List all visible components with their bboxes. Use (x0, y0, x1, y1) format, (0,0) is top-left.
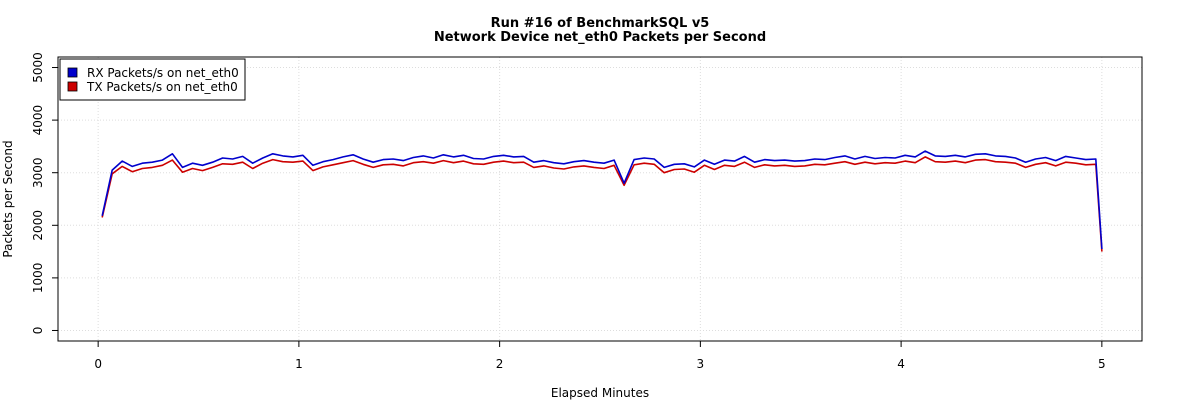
series-line-rx (101, 150, 1103, 250)
legend-swatch-tx (67, 81, 78, 92)
plot-frame (57, 56, 1143, 342)
y-axis: 0 1000 2000 3000 4000 5000 (31, 52, 58, 334)
y-tick-label: 5000 (31, 52, 45, 83)
legend-box (59, 58, 246, 101)
legend-swatch-rx (67, 67, 78, 78)
y-tick-label: 4000 (31, 105, 45, 136)
chart-title: Run #16 of BenchmarkSQL v5 (491, 16, 710, 31)
legend-label-rx: RX Packets/s on net_eth0 (87, 66, 239, 80)
legend-label-tx: TX Packets/s on net_eth0 (86, 80, 238, 94)
series-line-tx (101, 156, 1103, 252)
x-axis: 0 1 2 3 4 5 (94, 341, 1106, 371)
x-tick-label: 1 (295, 357, 303, 371)
y-axis-label: Packets per Second (1, 140, 15, 257)
x-tick-label: 2 (496, 357, 504, 371)
series-layer (101, 150, 1103, 252)
legend: RX Packets/s on net_eth0 TX Packets/s on… (59, 58, 246, 101)
x-axis-label: Elapsed Minutes (551, 386, 649, 400)
chart-subtitle: Network Device net_eth0 Packets per Seco… (434, 30, 766, 45)
x-tick-label: 0 (94, 357, 102, 371)
y-tick-label: 1000 (31, 263, 45, 294)
y-tick-label: 2000 (31, 210, 45, 241)
y-tick-label: 3000 (31, 157, 45, 188)
x-tick-label: 5 (1098, 357, 1106, 371)
x-tick-label: 3 (697, 357, 705, 371)
y-tick-label: 0 (31, 327, 45, 335)
x-tick-label: 4 (897, 357, 905, 371)
